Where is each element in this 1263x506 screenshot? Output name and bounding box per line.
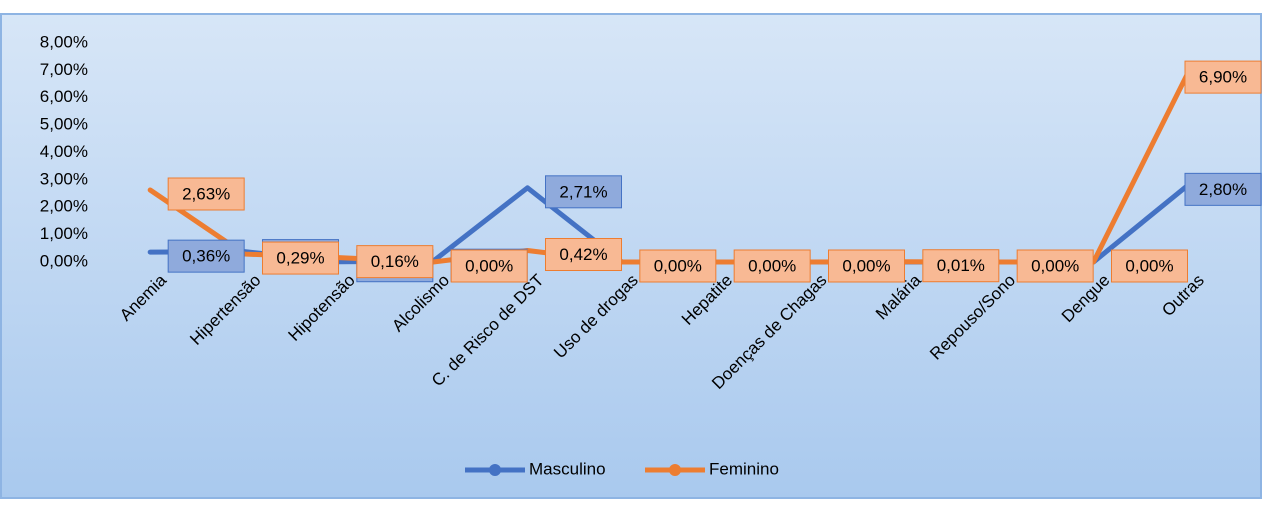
data-label-box: [639, 249, 717, 283]
data-label-box: [356, 245, 434, 279]
y-tick-label: 7,00%: [40, 60, 88, 79]
y-tick-label: 3,00%: [40, 169, 88, 188]
data-label-box: [1111, 249, 1188, 283]
data-label-box: [733, 249, 811, 283]
legend-marker: [669, 464, 681, 476]
y-tick-label: 5,00%: [40, 115, 88, 134]
data-label-box: [1184, 172, 1262, 206]
data-label-box: [167, 177, 245, 211]
legend-label: Feminino: [709, 459, 779, 478]
y-tick-label: 2,00%: [40, 197, 88, 216]
data-label-box: [1184, 60, 1262, 94]
data-label-box: [450, 249, 528, 283]
data-label: 0,16%: [371, 252, 419, 271]
data-label-box: [828, 249, 905, 283]
y-tick-label: 8,00%: [40, 32, 88, 51]
y-tick-label: 1,00%: [40, 224, 88, 243]
data-label-box: [922, 249, 1000, 283]
data-label: 2,80%: [1199, 180, 1247, 199]
data-label: 6,90%: [1199, 68, 1247, 87]
data-label: 0,00%: [842, 256, 890, 275]
data-label-box: [545, 175, 622, 209]
data-label: 0,00%: [1125, 256, 1173, 275]
data-label: 0,00%: [748, 256, 796, 275]
data-label-box: [1016, 249, 1094, 283]
data-label: 0,36%: [182, 247, 230, 266]
y-tick-label: 6,00%: [40, 87, 88, 106]
data-label-box: [545, 238, 622, 272]
legend-marker: [489, 464, 501, 476]
y-tick-label: 4,00%: [40, 142, 88, 161]
data-label: 0,29%: [276, 249, 324, 268]
data-label: 0,00%: [654, 256, 702, 275]
data-label: 0,42%: [559, 245, 607, 264]
legend-label: Masculino: [529, 459, 606, 478]
data-label: 2,71%: [559, 182, 607, 201]
data-label: 2,63%: [182, 184, 230, 203]
data-label: 0,00%: [465, 256, 513, 275]
data-label: 0,00%: [1031, 256, 1079, 275]
y-tick-label: 0,00%: [40, 251, 88, 270]
data-label-box: [167, 239, 245, 273]
data-label-box: [262, 241, 339, 275]
data-label: 0,01%: [937, 256, 985, 275]
